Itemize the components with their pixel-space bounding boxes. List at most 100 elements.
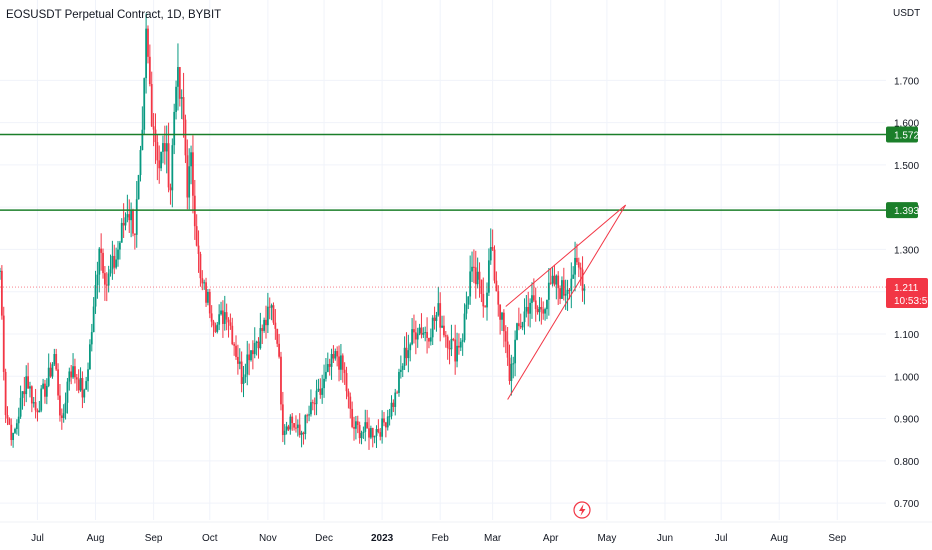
- candle: [6, 406, 9, 426]
- candle: [171, 138, 174, 208]
- candle: [517, 307, 520, 331]
- candle: [8, 417, 11, 425]
- candle: [289, 414, 292, 435]
- candle: [85, 376, 88, 390]
- candle: [148, 44, 151, 87]
- candle: [83, 388, 86, 404]
- candle: [456, 332, 458, 368]
- candle: [42, 378, 44, 390]
- candle: [334, 348, 337, 361]
- candle: [577, 257, 580, 278]
- candle: [64, 392, 67, 420]
- candle: [66, 377, 69, 414]
- time-axis[interactable]: Jul Aug Sep Oct Nov Dec 2023 Feb Mar Apr May Jun Jul…: [0, 521, 932, 544]
- candle: [122, 203, 125, 238]
- candle: [19, 385, 22, 419]
- candle: [197, 230, 200, 273]
- x-tick-label: Sep: [828, 533, 846, 544]
- candle: [362, 426, 365, 439]
- candle: [266, 292, 269, 333]
- candle: [356, 415, 359, 434]
- candle: [23, 376, 26, 407]
- candle: [484, 305, 487, 308]
- candle: [111, 240, 114, 280]
- candle: [178, 66, 181, 107]
- rising-wedge[interactable]: [505, 204, 627, 400]
- candle: [105, 272, 108, 302]
- candle: [113, 244, 116, 275]
- candle: [338, 345, 340, 382]
- candle: [570, 262, 573, 309]
- candle: [566, 279, 569, 311]
- candle: [561, 276, 563, 300]
- candle: [25, 365, 28, 403]
- candle: [330, 348, 333, 380]
- candle: [547, 268, 550, 316]
- candle: [175, 80, 177, 120]
- candle: [416, 327, 419, 348]
- candle: [304, 414, 307, 440]
- candle: [274, 309, 277, 340]
- candle: [182, 72, 185, 138]
- candle: [450, 324, 453, 357]
- y-tick-label: 0.900: [894, 415, 919, 426]
- candle: [323, 364, 325, 398]
- candle: [313, 397, 316, 416]
- horizontal-levels[interactable]: [0, 133, 886, 288]
- candle: [253, 327, 256, 359]
- candle: [190, 145, 192, 185]
- candle: [399, 355, 402, 379]
- candle: [308, 405, 310, 422]
- candle: [145, 13, 148, 94]
- flash-icon[interactable]: [573, 501, 591, 519]
- candle: [542, 301, 545, 320]
- candle: [242, 366, 245, 398]
- candle: [17, 407, 20, 436]
- x-tick-label: Sep: [145, 533, 163, 544]
- wedge-upper-line[interactable]: [505, 204, 626, 307]
- candle: [199, 251, 202, 287]
- candle: [536, 305, 539, 315]
- candle: [377, 419, 380, 434]
- candle: [499, 304, 502, 335]
- candle: [40, 385, 43, 413]
- candle: [493, 245, 496, 284]
- candle: [124, 212, 127, 231]
- candle: [390, 395, 393, 420]
- last-price-label: 1.211: [894, 283, 919, 294]
- candle: [471, 251, 473, 283]
- candle: [0, 265, 3, 320]
- candle: [287, 424, 290, 432]
- candle: [433, 306, 436, 330]
- candle: [270, 303, 273, 321]
- candle: [529, 298, 532, 328]
- candle: [555, 274, 558, 300]
- candle: [411, 318, 413, 346]
- candle: [559, 285, 561, 305]
- candle: [236, 344, 239, 375]
- chart-title: EOSUSDT Perpetual Contract, 1D, BYBIT: [6, 9, 222, 21]
- candle: [180, 89, 183, 120]
- candle: [420, 313, 423, 339]
- candle: [72, 353, 74, 379]
- candle: [34, 388, 37, 419]
- candle: [345, 366, 348, 400]
- candle: [459, 338, 462, 352]
- candle: [508, 344, 511, 385]
- candle: [332, 345, 335, 364]
- candle: [263, 317, 266, 333]
- price-axis[interactable]: USDT0.7000.8000.9001.0001.1001.2001.3001…: [886, 0, 932, 550]
- candle: [257, 337, 260, 359]
- candle: [195, 214, 198, 247]
- x-tick-label: Apr: [543, 533, 559, 544]
- candle: [557, 271, 560, 305]
- candle: [497, 285, 500, 317]
- candle: [422, 327, 425, 338]
- candle: [525, 294, 528, 318]
- candle: [186, 139, 189, 210]
- candle: [216, 321, 219, 334]
- candle: [354, 415, 357, 440]
- wedge-lower-line[interactable]: [507, 204, 627, 400]
- candle: [325, 358, 327, 382]
